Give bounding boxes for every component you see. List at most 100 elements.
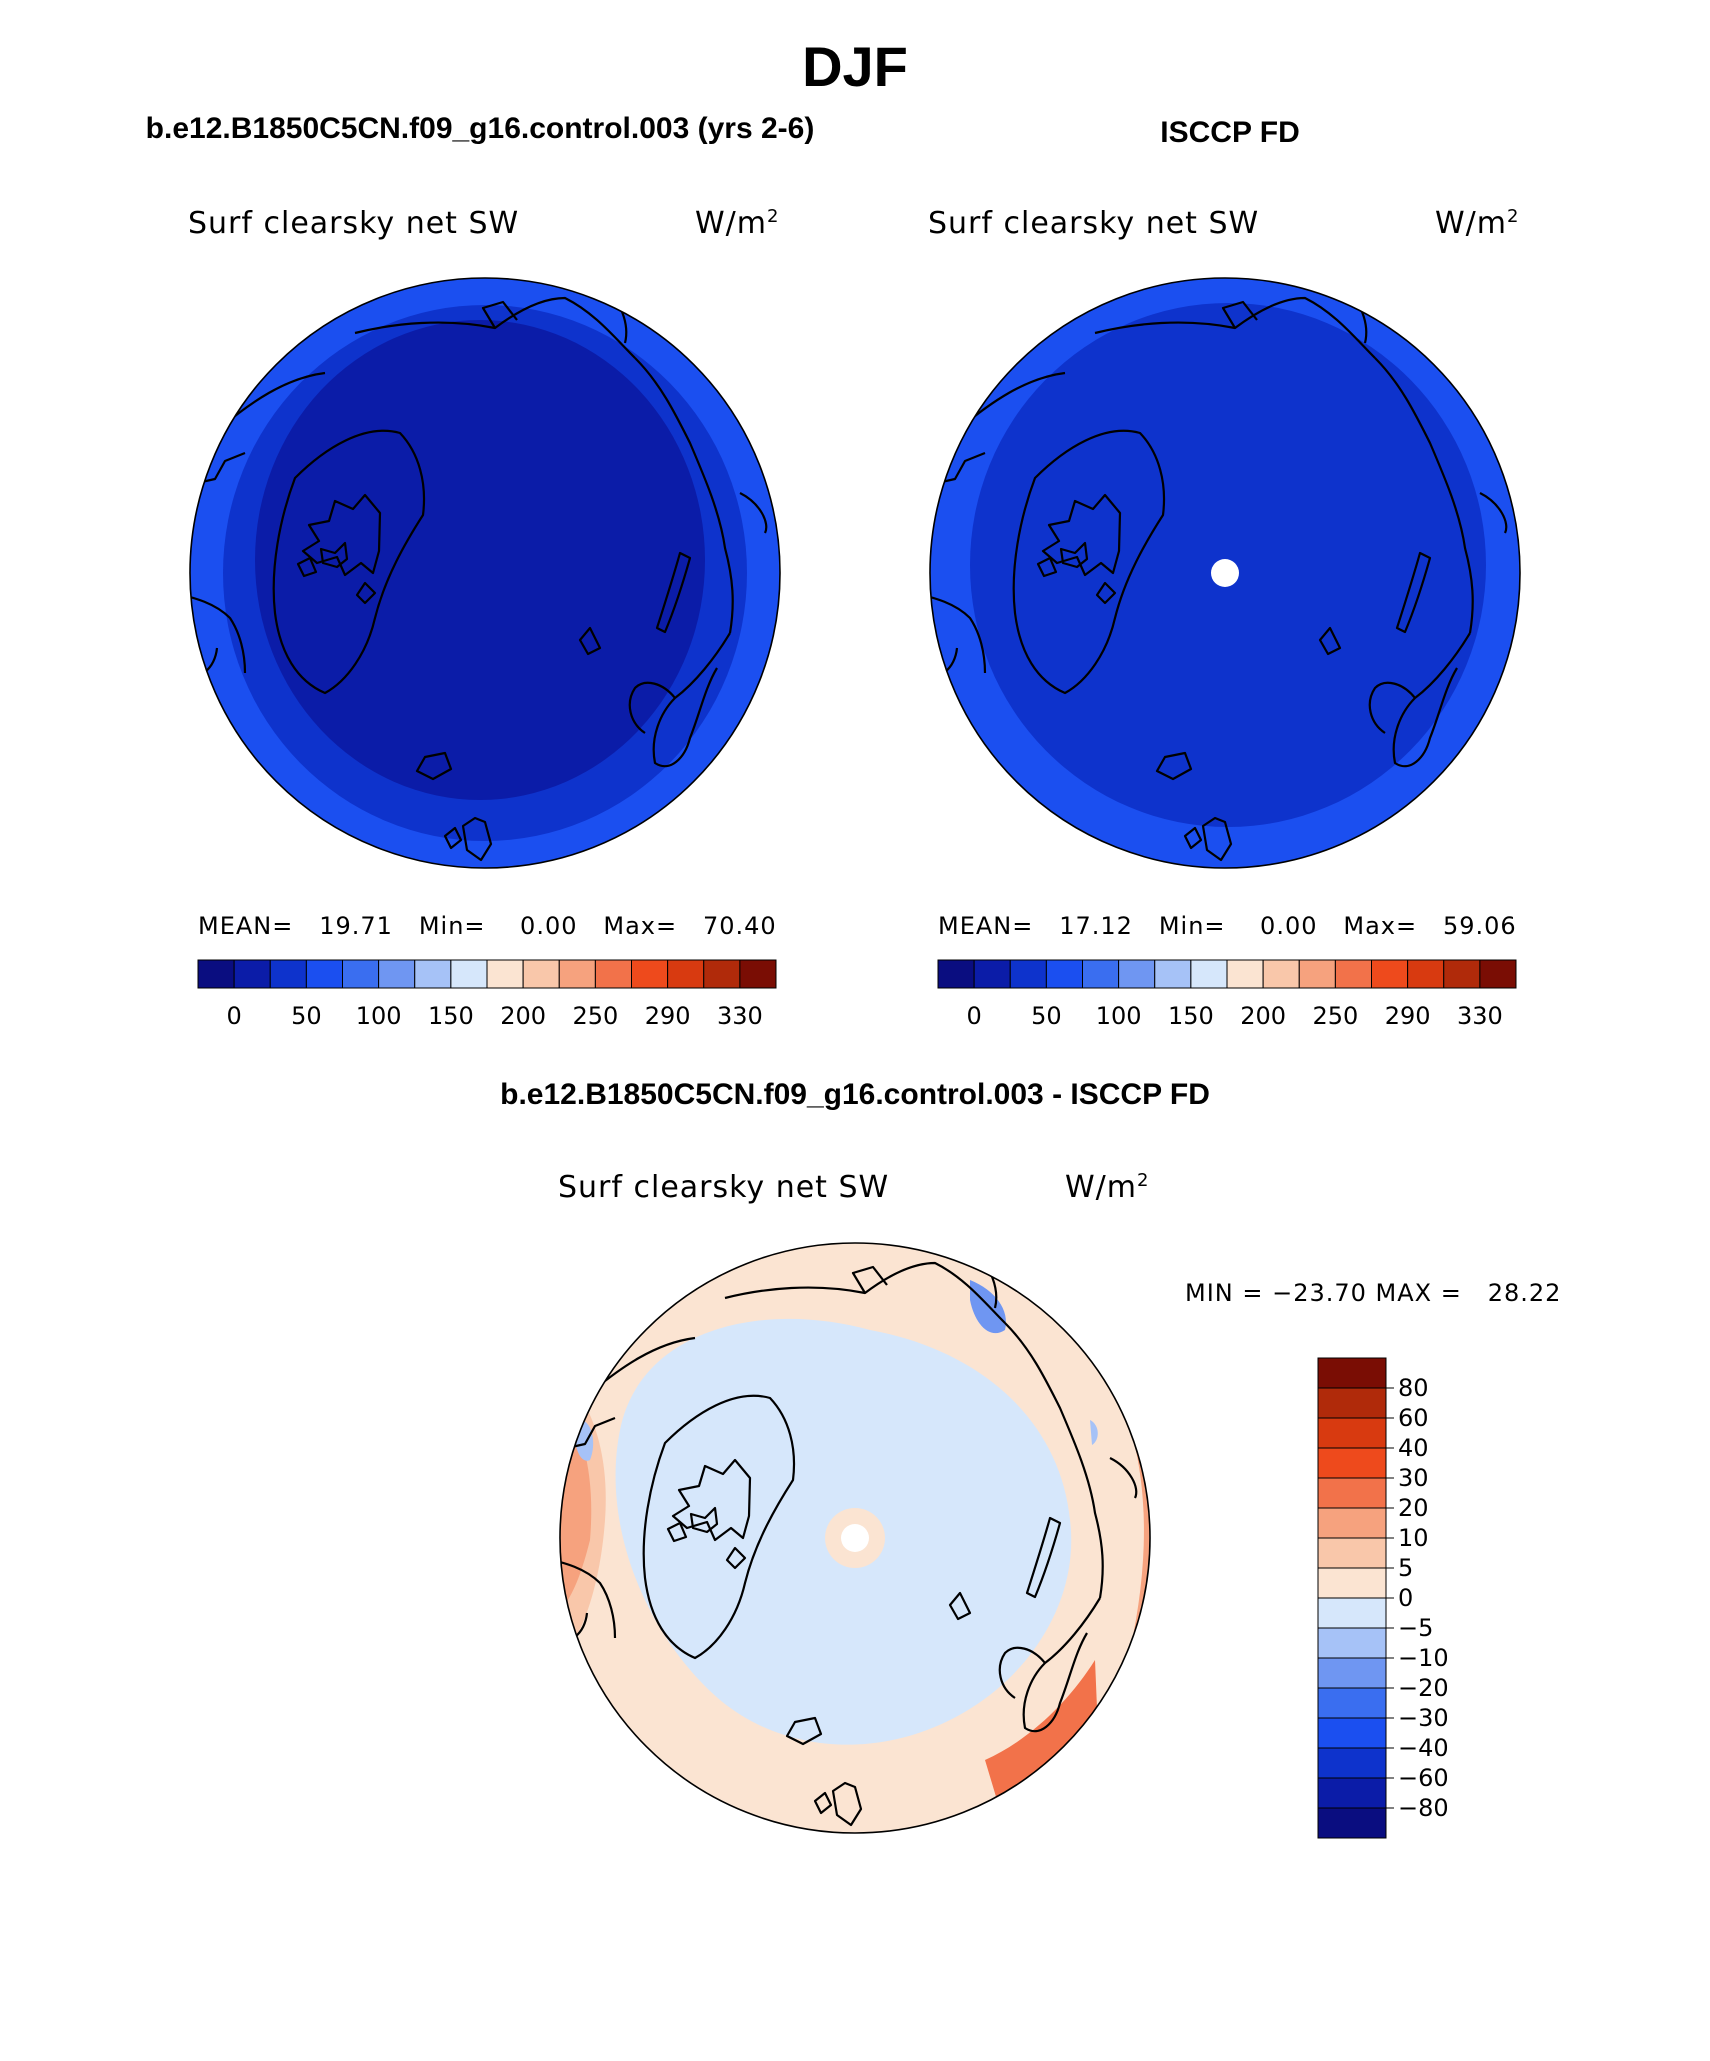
left-colorbar-swatch [667, 959, 705, 989]
right-plot-title: Surf clearsky net SW [928, 206, 1260, 241]
right-colorbar-swatch [1082, 959, 1120, 989]
diff-colorbar-tick-label: −40 [1398, 1734, 1449, 1762]
diff-colorbar-tick-label: −5 [1398, 1614, 1433, 1642]
left-colorbar-swatch [450, 959, 488, 989]
diff-colorbar-swatch [1317, 1777, 1387, 1809]
left-plot-title: Surf clearsky net SW [188, 206, 520, 241]
right-colorbar-tick-label: 330 [1457, 1002, 1503, 1030]
left-colorbar-swatch [594, 959, 632, 989]
left-colorbar-swatch [342, 959, 380, 989]
diff-colorbar-swatch [1317, 1807, 1387, 1839]
right-colorbar-swatch [1479, 959, 1517, 989]
right-colorbar-swatch [1298, 959, 1336, 989]
right-colorbar-tick-label: 250 [1312, 1002, 1358, 1030]
diff-colorbar-tick-label: −10 [1398, 1644, 1449, 1672]
diff-map-cool-patch-3 [1090, 1420, 1098, 1445]
diff-map-pole-hole [841, 1524, 869, 1552]
left-panel-header: b.e12.B1850C5CN.f09_g16.control.003 (yrs… [145, 112, 815, 145]
right-colorbar: 0 50 100 150 200 250 290 330 [937, 959, 1517, 1030]
left-colorbar-tick-label: 330 [717, 1002, 763, 1030]
left-colorbar-swatch [739, 959, 777, 989]
right-colorbar-swatch [1154, 959, 1192, 989]
diff-minmax: MIN = −23.70 MAX = 28.22 [1185, 1279, 1562, 1307]
diff-colorbar-swatch [1317, 1387, 1387, 1419]
left-colorbar-tick-label: 50 [291, 1002, 322, 1030]
right-colorbar-swatch [1443, 959, 1481, 989]
right-colorbar-swatch [1118, 959, 1156, 989]
right-map [929, 277, 1521, 869]
diff-colorbar-swatch [1317, 1717, 1387, 1749]
diff-colorbar-tick-label: −30 [1398, 1704, 1449, 1732]
right-colorbar-tick-label: 0 [966, 1002, 981, 1030]
right-units: W/m2 [1435, 206, 1520, 241]
right-colorbar-tick-label: 200 [1240, 1002, 1286, 1030]
right-colorbar-swatch [1262, 959, 1300, 989]
diff-colorbar-swatch [1317, 1627, 1387, 1659]
diff-colorbar-tick-label: 20 [1398, 1494, 1429, 1522]
left-colorbar-tick-label: 200 [500, 1002, 546, 1030]
left-colorbar-swatch [233, 959, 271, 989]
left-colorbar-swatch [703, 959, 741, 989]
right-map-border [929, 277, 1521, 869]
right-colorbar-swatch [1334, 959, 1372, 989]
diff-colorbar-swatch [1317, 1597, 1387, 1629]
diff-colorbar-tick-label: 5 [1398, 1554, 1413, 1582]
right-colorbar-tick-label: 290 [1385, 1002, 1431, 1030]
diff-colorbar-tick-label: 60 [1398, 1404, 1429, 1432]
diff-colorbar-tick-label: 30 [1398, 1464, 1429, 1492]
right-stats: MEAN= 17.12 Min= 0.00 Max= 59.06 [938, 912, 1517, 940]
right-colorbar-swatch [1045, 959, 1083, 989]
left-colorbar-swatch [269, 959, 307, 989]
right-map-pole-hole [1211, 559, 1239, 587]
left-colorbar: 0 50 100 150 200 250 290 330 [197, 959, 777, 1030]
right-colorbar-swatch [1009, 959, 1047, 989]
diff-colorbar-tick-label: 40 [1398, 1434, 1429, 1462]
left-units: W/m2 [695, 206, 780, 241]
left-map-border [189, 277, 781, 869]
left-colorbar-swatch [414, 959, 452, 989]
left-map [189, 277, 781, 869]
left-colorbar-swatch [631, 959, 669, 989]
right-colorbar-swatch [1407, 959, 1445, 989]
left-colorbar-swatch [305, 959, 343, 989]
diff-colorbar-tick-label: 10 [1398, 1524, 1429, 1552]
diff-colorbar-swatch [1317, 1687, 1387, 1719]
diff-colorbar-swatch [1317, 1477, 1387, 1509]
right-colorbar-swatch [937, 959, 975, 989]
right-colorbar-swatch [973, 959, 1011, 989]
diff-units: W/m2 [1065, 1170, 1150, 1205]
right-colorbar-swatch [1371, 959, 1409, 989]
right-panel-header: ISCCP FD [1160, 116, 1300, 149]
right-colorbar-swatch [1190, 959, 1228, 989]
diff-colorbar-tick-label: −60 [1398, 1764, 1449, 1792]
diff-colorbar-swatch [1317, 1357, 1387, 1389]
diff-colorbar-swatch [1317, 1537, 1387, 1569]
diff-map-border [559, 1242, 1151, 1834]
diff-colorbar-tick-label: −80 [1398, 1794, 1449, 1822]
left-colorbar-tick-label: 150 [428, 1002, 474, 1030]
diff-plot-title: Surf clearsky net SW [558, 1170, 890, 1205]
diff-colorbar-tick-label: 80 [1398, 1374, 1429, 1402]
diff-map [559, 1242, 1151, 1834]
left-colorbar-swatch [486, 959, 524, 989]
left-colorbar-tick-label: 290 [645, 1002, 691, 1030]
diff-colorbar-swatch [1317, 1657, 1387, 1689]
diff-panel-header: b.e12.B1850C5CN.f09_g16.control.003 - IS… [500, 1078, 1210, 1111]
left-colorbar-swatch [197, 959, 235, 989]
page-title: DJF [802, 35, 908, 98]
right-colorbar-swatch [1226, 959, 1264, 989]
diff-colorbar-swatch [1317, 1747, 1387, 1779]
left-colorbar-tick-label: 0 [226, 1002, 241, 1030]
left-colorbar-swatch [558, 959, 596, 989]
right-colorbar-tick-label: 150 [1168, 1002, 1214, 1030]
diff-colorbar-tick-label: −20 [1398, 1674, 1449, 1702]
left-colorbar-tick-label: 100 [356, 1002, 402, 1030]
diff-colorbar-swatch [1317, 1417, 1387, 1449]
left-colorbar-swatch [378, 959, 416, 989]
left-colorbar-tick-label: 250 [572, 1002, 618, 1030]
diff-colorbar-swatch [1317, 1507, 1387, 1539]
left-colorbar-swatch [522, 959, 560, 989]
right-colorbar-tick-label: 50 [1031, 1002, 1062, 1030]
